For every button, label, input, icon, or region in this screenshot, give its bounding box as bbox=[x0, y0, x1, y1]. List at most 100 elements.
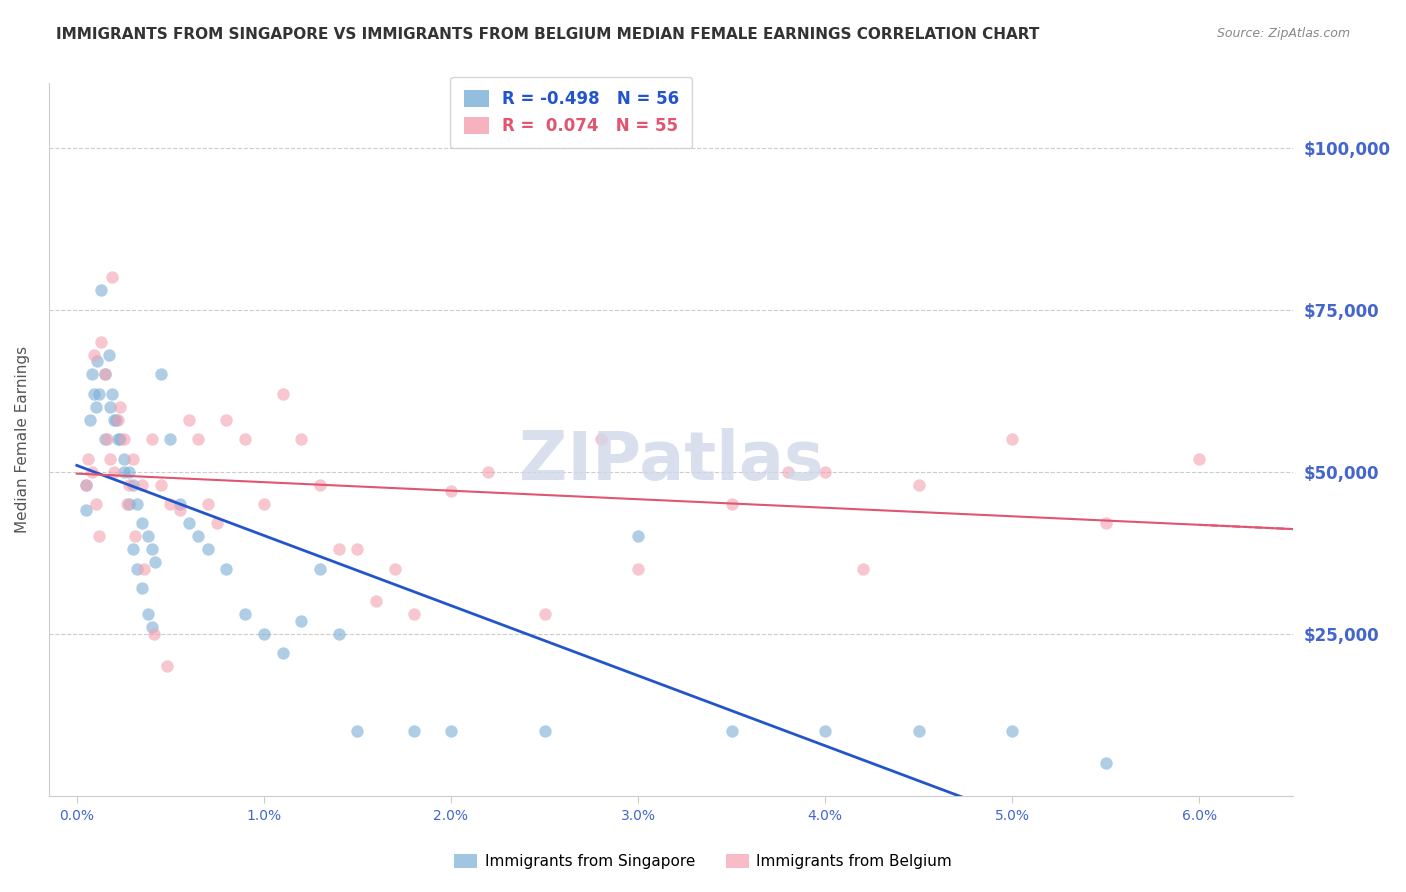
Point bbox=[1001, 723, 1024, 738]
Point bbox=[852, 562, 875, 576]
Point bbox=[83, 348, 105, 362]
Point bbox=[86, 354, 108, 368]
Point bbox=[366, 594, 388, 608]
Point bbox=[205, 516, 228, 531]
Legend: R = -0.498   N = 56, R =  0.074   N = 55: R = -0.498 N = 56, R = 0.074 N = 55 bbox=[450, 77, 692, 148]
Point bbox=[589, 432, 612, 446]
Point bbox=[96, 432, 118, 446]
Point bbox=[141, 432, 163, 446]
Point bbox=[134, 562, 156, 576]
Point bbox=[105, 413, 128, 427]
Point bbox=[290, 432, 312, 446]
Point bbox=[145, 555, 167, 569]
Point bbox=[75, 477, 97, 491]
Point bbox=[90, 283, 112, 297]
Point bbox=[187, 529, 209, 543]
Y-axis label: Median Female Earnings: Median Female Earnings bbox=[15, 346, 30, 533]
Point bbox=[1094, 516, 1116, 531]
Point bbox=[94, 368, 117, 382]
Point bbox=[440, 484, 463, 499]
Point bbox=[124, 529, 146, 543]
Point bbox=[1001, 432, 1024, 446]
Point bbox=[309, 562, 332, 576]
Point bbox=[627, 529, 650, 543]
Point bbox=[177, 516, 200, 531]
Point bbox=[233, 607, 256, 622]
Point bbox=[142, 626, 165, 640]
Point bbox=[309, 477, 332, 491]
Point bbox=[402, 723, 425, 738]
Point bbox=[103, 413, 125, 427]
Legend: Immigrants from Singapore, Immigrants from Belgium: Immigrants from Singapore, Immigrants fr… bbox=[449, 848, 957, 875]
Point bbox=[118, 465, 141, 479]
Text: Source: ZipAtlas.com: Source: ZipAtlas.com bbox=[1216, 27, 1350, 40]
Point bbox=[107, 432, 129, 446]
Point bbox=[1188, 451, 1211, 466]
Point bbox=[101, 270, 124, 285]
Point bbox=[131, 581, 153, 595]
Point bbox=[253, 497, 276, 511]
Point bbox=[627, 562, 650, 576]
Point bbox=[187, 432, 209, 446]
Point bbox=[100, 400, 122, 414]
Point bbox=[150, 477, 173, 491]
Point bbox=[720, 723, 742, 738]
Point bbox=[100, 451, 122, 466]
Text: IMMIGRANTS FROM SINGAPORE VS IMMIGRANTS FROM BELGIUM MEDIAN FEMALE EARNINGS CORR: IMMIGRANTS FROM SINGAPORE VS IMMIGRANTS … bbox=[56, 27, 1039, 42]
Point bbox=[328, 626, 350, 640]
Point bbox=[477, 465, 499, 479]
Point bbox=[94, 432, 117, 446]
Point bbox=[169, 503, 191, 517]
Point bbox=[141, 542, 163, 557]
Point bbox=[156, 659, 179, 673]
Point bbox=[907, 477, 929, 491]
Point bbox=[90, 334, 112, 349]
Point bbox=[122, 477, 145, 491]
Point bbox=[169, 497, 191, 511]
Point bbox=[103, 465, 125, 479]
Point bbox=[271, 387, 294, 401]
Point bbox=[402, 607, 425, 622]
Point bbox=[89, 529, 111, 543]
Point bbox=[384, 562, 406, 576]
Point bbox=[75, 477, 97, 491]
Point bbox=[125, 562, 148, 576]
Point bbox=[533, 607, 555, 622]
Point bbox=[177, 413, 200, 427]
Point bbox=[233, 432, 256, 446]
Point bbox=[79, 413, 101, 427]
Point bbox=[75, 503, 97, 517]
Point bbox=[776, 465, 799, 479]
Point bbox=[533, 723, 555, 738]
Point bbox=[108, 400, 131, 414]
Point bbox=[94, 368, 117, 382]
Point bbox=[328, 542, 350, 557]
Point bbox=[89, 387, 111, 401]
Point bbox=[159, 497, 181, 511]
Point bbox=[97, 348, 120, 362]
Point bbox=[108, 432, 131, 446]
Point bbox=[150, 368, 173, 382]
Point bbox=[215, 413, 238, 427]
Point bbox=[117, 497, 139, 511]
Point bbox=[136, 529, 159, 543]
Point bbox=[136, 607, 159, 622]
Point bbox=[77, 451, 100, 466]
Point bbox=[215, 562, 238, 576]
Point bbox=[346, 723, 368, 738]
Point bbox=[118, 497, 141, 511]
Point bbox=[159, 432, 181, 446]
Point bbox=[141, 620, 163, 634]
Point bbox=[101, 387, 124, 401]
Point bbox=[112, 465, 135, 479]
Point bbox=[271, 646, 294, 660]
Point bbox=[346, 542, 368, 557]
Point bbox=[197, 497, 219, 511]
Point bbox=[1094, 756, 1116, 771]
Point bbox=[118, 477, 141, 491]
Point bbox=[80, 465, 103, 479]
Point bbox=[290, 614, 312, 628]
Point bbox=[107, 413, 129, 427]
Point bbox=[112, 451, 135, 466]
Point bbox=[83, 387, 105, 401]
